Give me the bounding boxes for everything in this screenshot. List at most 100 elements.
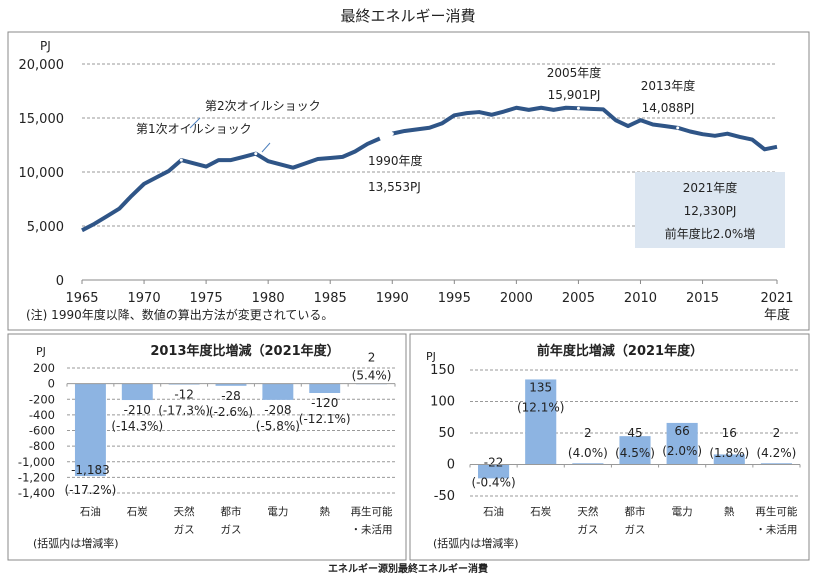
category-label: 電力: [672, 505, 693, 518]
bar: [215, 383, 247, 386]
x-tick-label: 2010: [624, 291, 657, 306]
annotation-arrow: [261, 142, 271, 153]
x-tick-label: 1985: [314, 291, 347, 306]
data-marker: [179, 158, 183, 162]
category-label: 石炭: [127, 506, 148, 518]
annotation-value: 15,901PJ: [548, 88, 601, 102]
y-tick-label: -1,200: [18, 470, 55, 484]
chart-title: 2013年度比増減（2021年度）: [150, 343, 339, 359]
bar-pct-label: (-12.1%): [299, 412, 351, 426]
category-label: ガス: [174, 524, 195, 536]
x-tick-label: 1980: [252, 291, 285, 306]
category-label: 熱: [319, 505, 330, 518]
bar: [619, 436, 651, 465]
bar-pct-label: (4.5%): [615, 446, 655, 460]
annotation-year: 2005年度: [547, 65, 602, 80]
bar: [309, 383, 341, 393]
figure-title: 最終エネルギー消費: [340, 7, 475, 25]
callout-value: 12,330PJ: [684, 204, 737, 218]
category-label: 再生可能: [755, 505, 797, 518]
bar: [572, 463, 604, 465]
data-marker: [254, 152, 258, 156]
bar-value-label: -208: [264, 403, 291, 417]
annotation-year: 1990年度: [368, 153, 423, 168]
data-marker: [576, 106, 580, 110]
y-unit-label: PJ: [426, 350, 436, 363]
bar-value-label: -120: [311, 396, 338, 410]
category-label: 都市: [221, 505, 242, 518]
x-tick-label: 1990: [376, 291, 409, 306]
bar-pct-label: (-17.3%): [158, 404, 210, 418]
x-tick-label: 2005: [562, 291, 595, 306]
y-tick-label: 10,000: [19, 166, 65, 181]
series-line: [391, 105, 778, 152]
callout-year: 2021年度: [683, 180, 738, 195]
bar-pct-label: (12.1%): [517, 400, 564, 414]
bar-pct-label: (4.2%): [756, 446, 796, 460]
y-tick-label: 5,000: [27, 220, 64, 235]
bar-pct-label: (-0.4%): [471, 476, 515, 490]
y-tick-label: -600: [29, 424, 55, 438]
bar-value-label: 2: [368, 350, 376, 364]
x-tick-label: 1970: [128, 291, 161, 306]
annotation-value: 14,088PJ: [642, 101, 695, 115]
y-tick-label: -800: [29, 439, 55, 453]
y-tick-label: -1,400: [18, 486, 55, 500]
annotation-value: 13,553PJ: [368, 180, 421, 194]
x-tick-label: 1995: [438, 291, 471, 306]
y-tick-label: -200: [29, 392, 55, 406]
y-tick-label: 0: [447, 458, 455, 473]
bar: [760, 463, 792, 465]
bar-value-label: -210: [124, 403, 151, 417]
x-tick-label: 2015: [686, 291, 719, 306]
bar-pct-label: (-14.3%): [111, 419, 163, 433]
y-tick-label: 100: [430, 395, 455, 410]
bar-value-label: 2: [773, 426, 781, 440]
bar: [262, 383, 294, 400]
bar-value-label: 45: [627, 426, 642, 440]
chart-note: (括弧内は増減率): [33, 536, 119, 550]
data-marker: [390, 132, 394, 136]
bar-pct-label: (2.0%): [662, 444, 702, 458]
category-label: 再生可能: [351, 505, 393, 518]
y-tick-label: -400: [29, 408, 55, 422]
category-label: 石油: [80, 505, 101, 518]
x-tick-label: 1965: [65, 291, 98, 306]
annotation-year: 2013年度: [641, 78, 696, 93]
x-axis-label: 年度: [764, 307, 790, 323]
chart-title: 前年度比増減（2021年度）: [537, 343, 703, 359]
annotation-arrow: [189, 117, 201, 129]
x-tick-label: 1975: [190, 291, 223, 306]
bar: [666, 422, 698, 465]
bar-chart-vs-2013: 2013年度比増減（2021年度） PJ 200 0-200 -400 -600-800 -…: [18, 343, 396, 550]
bar: [713, 454, 745, 465]
figure-footer: エネルギー源別最終エネルギー消費: [328, 562, 488, 575]
category-label: 熱: [724, 505, 735, 518]
callout-change: 前年度比2.0%増: [665, 226, 756, 241]
y-unit-label: PJ: [36, 345, 46, 358]
y-tick-label: 0: [56, 274, 64, 289]
bar: [74, 383, 106, 477]
bar-pct-label: (-2.6%): [209, 405, 253, 419]
bar-value-label: 135: [529, 380, 552, 394]
category-label: 石炭: [530, 506, 551, 518]
top-panel-border: [7, 31, 810, 331]
bar-pct-label: (-17.2%): [65, 483, 117, 497]
bar-value-label: -22: [484, 456, 504, 470]
bar-value-label: 66: [675, 424, 690, 438]
y-tick-label: 15,000: [19, 112, 65, 127]
y-tick-label: 20,000: [19, 58, 65, 73]
category-label: 天然: [577, 505, 598, 518]
annotation-oil-shock: 第2次オイルショック: [205, 99, 321, 113]
y-tick-label: -1,000: [18, 455, 55, 469]
series-line: [81, 136, 381, 233]
y-unit-label: PJ: [40, 39, 51, 53]
bar-value-label: -1,183: [71, 463, 110, 477]
category-label: ガス: [625, 524, 646, 536]
bar-pct-label: (-5.8%): [256, 419, 300, 433]
left-panel-border: [7, 333, 407, 561]
